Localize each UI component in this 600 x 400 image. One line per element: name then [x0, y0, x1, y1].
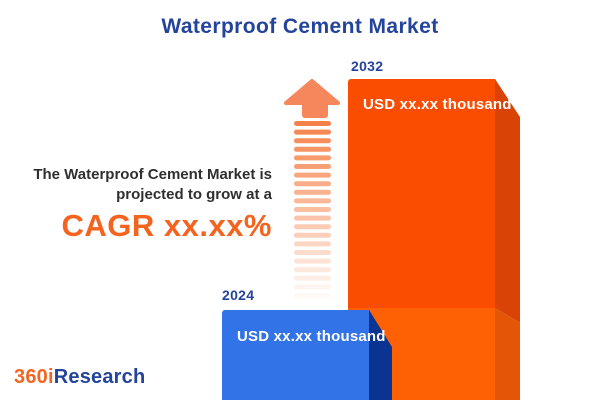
bar-2032-year-label: 2032 [351, 58, 384, 74]
bar-2024-value: USD xx.xx thousand [237, 328, 386, 345]
bar-2024-year-label: 2024 [222, 287, 255, 303]
brand-logo: 360iResearch [14, 366, 145, 389]
bar-2032-front-upper [348, 79, 495, 308]
arrow-stripes [294, 121, 331, 298]
bar-2032-side-lower [495, 308, 520, 400]
brand-logo-research: Research [53, 366, 146, 388]
bar-2024-front [222, 310, 369, 400]
bar-2032-side-upper [495, 79, 520, 323]
brand-logo-360i: 360i [14, 366, 54, 388]
growth-statement-line1: The Waterproof Cement Market is [33, 166, 272, 183]
growth-statement: The Waterproof Cement Market is projecte… [33, 165, 272, 244]
arrow-head [284, 79, 340, 105]
growth-statement-line2: projected to grow at a [116, 186, 272, 203]
bar-2032-value: USD xx.xx thousand [363, 96, 512, 113]
growth-arrow-icon [284, 79, 340, 298]
page-title: Waterproof Cement Market [161, 15, 439, 38]
cagr-value: CAGR xx.xx% [61, 208, 272, 243]
arrow-neck [302, 101, 328, 118]
